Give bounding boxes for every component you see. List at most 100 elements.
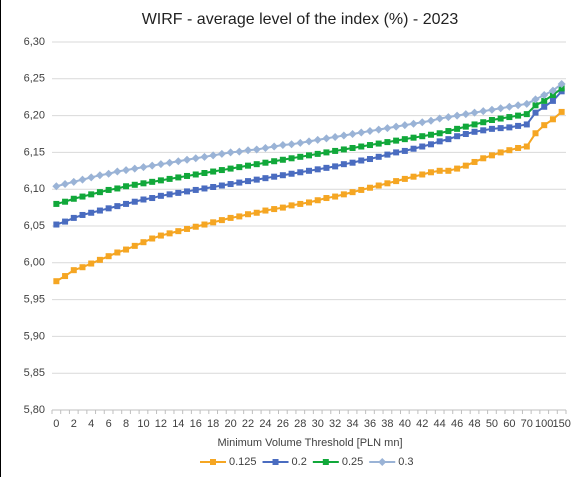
marker [156, 160, 165, 169]
marker [87, 173, 96, 182]
marker [558, 85, 565, 92]
marker [245, 162, 252, 169]
marker [314, 197, 321, 204]
marker [505, 102, 514, 111]
marker [174, 157, 183, 166]
marker [175, 189, 182, 196]
marker [497, 149, 504, 156]
marker [540, 90, 549, 99]
marker [306, 199, 312, 206]
marker [480, 127, 487, 134]
x-tick-label: 4 [88, 418, 94, 430]
marker [245, 211, 252, 218]
marker [374, 125, 383, 134]
marker [340, 191, 347, 198]
marker [236, 164, 243, 171]
marker [236, 213, 243, 220]
marker [271, 206, 278, 213]
marker [471, 158, 478, 165]
x-tick-label: 16 [190, 418, 202, 430]
marker [95, 171, 104, 180]
marker [166, 191, 173, 198]
marker [435, 114, 444, 123]
marker [340, 161, 347, 168]
marker [104, 169, 113, 178]
marker [184, 188, 191, 195]
marker [210, 183, 217, 190]
legend-label: 0.125 [229, 456, 257, 468]
marker [271, 173, 278, 180]
y-tick-label: 6,10 [24, 183, 45, 195]
marker [515, 144, 522, 151]
marker [62, 198, 69, 205]
marker [209, 151, 218, 160]
marker [488, 125, 495, 132]
x-tick-label: 100 [535, 418, 553, 430]
marker [130, 164, 139, 173]
marker [471, 121, 478, 128]
x-tick-label: 70 [521, 418, 533, 430]
x-tick-label: 42 [416, 418, 428, 430]
marker [349, 159, 356, 166]
marker [557, 79, 566, 88]
marker [427, 169, 434, 176]
marker [148, 161, 157, 170]
marker [436, 130, 443, 137]
marker [279, 172, 286, 179]
marker [393, 178, 400, 185]
marker [523, 111, 530, 118]
marker [470, 108, 479, 117]
marker [393, 149, 400, 156]
marker [288, 202, 295, 209]
marker [426, 116, 435, 125]
legend-marker [378, 458, 387, 466]
marker [339, 131, 348, 140]
marker [114, 203, 121, 210]
marker [279, 204, 286, 211]
marker [70, 195, 77, 202]
y-tick-label: 6,00 [24, 257, 45, 269]
marker [61, 180, 70, 189]
marker [131, 181, 138, 188]
marker [149, 195, 156, 202]
marker [401, 175, 408, 182]
x-tick-label: 26 [277, 418, 289, 430]
marker [480, 119, 487, 126]
marker [252, 145, 261, 154]
marker [548, 86, 557, 95]
marker [523, 143, 530, 150]
marker [314, 150, 321, 157]
marker [245, 178, 252, 185]
marker [105, 186, 112, 193]
marker [323, 195, 330, 202]
marker [88, 209, 95, 216]
marker [184, 172, 191, 179]
x-tick-label: 20 [224, 418, 236, 430]
marker [506, 114, 513, 121]
marker [96, 207, 103, 214]
marker [462, 162, 469, 169]
marker [192, 186, 199, 193]
marker [531, 95, 540, 104]
marker [384, 139, 391, 146]
marker [166, 230, 173, 237]
marker [322, 134, 331, 143]
legend-marker [272, 459, 279, 465]
marker [96, 189, 103, 196]
marker [140, 239, 147, 246]
marker [480, 155, 487, 162]
marker [88, 260, 95, 267]
marker [541, 103, 548, 110]
marker [366, 184, 373, 191]
marker [331, 132, 340, 141]
marker [157, 177, 164, 184]
marker [541, 122, 548, 129]
x-tick-label: 10 [137, 418, 149, 430]
marker [461, 110, 470, 119]
marker [401, 136, 408, 143]
marker [183, 155, 192, 164]
marker [419, 171, 426, 178]
x-tick-label: 2 [71, 418, 77, 430]
marker [488, 117, 495, 124]
